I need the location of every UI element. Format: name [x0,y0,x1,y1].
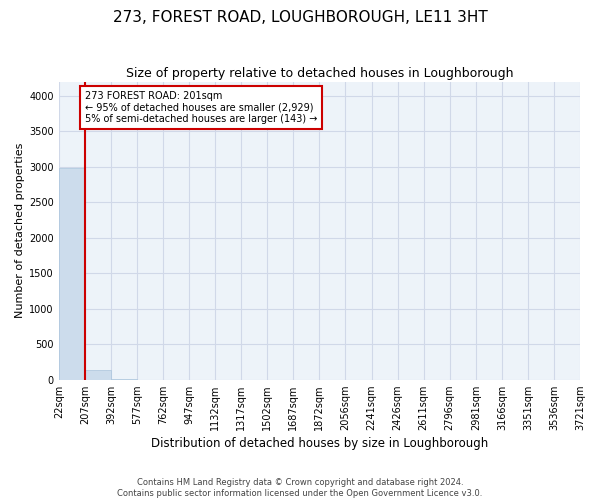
Text: Contains HM Land Registry data © Crown copyright and database right 2024.
Contai: Contains HM Land Registry data © Crown c… [118,478,482,498]
Title: Size of property relative to detached houses in Loughborough: Size of property relative to detached ho… [125,68,513,80]
Y-axis label: Number of detached properties: Number of detached properties [15,143,25,318]
Bar [85,370,111,380]
Text: 273, FOREST ROAD, LOUGHBOROUGH, LE11 3HT: 273, FOREST ROAD, LOUGHBOROUGH, LE11 3HT [113,10,487,25]
Bar [59,168,85,380]
Text: 273 FOREST ROAD: 201sqm
← 95% of detached houses are smaller (2,929)
5% of semi-: 273 FOREST ROAD: 201sqm ← 95% of detache… [85,90,317,124]
X-axis label: Distribution of detached houses by size in Loughborough: Distribution of detached houses by size … [151,437,488,450]
